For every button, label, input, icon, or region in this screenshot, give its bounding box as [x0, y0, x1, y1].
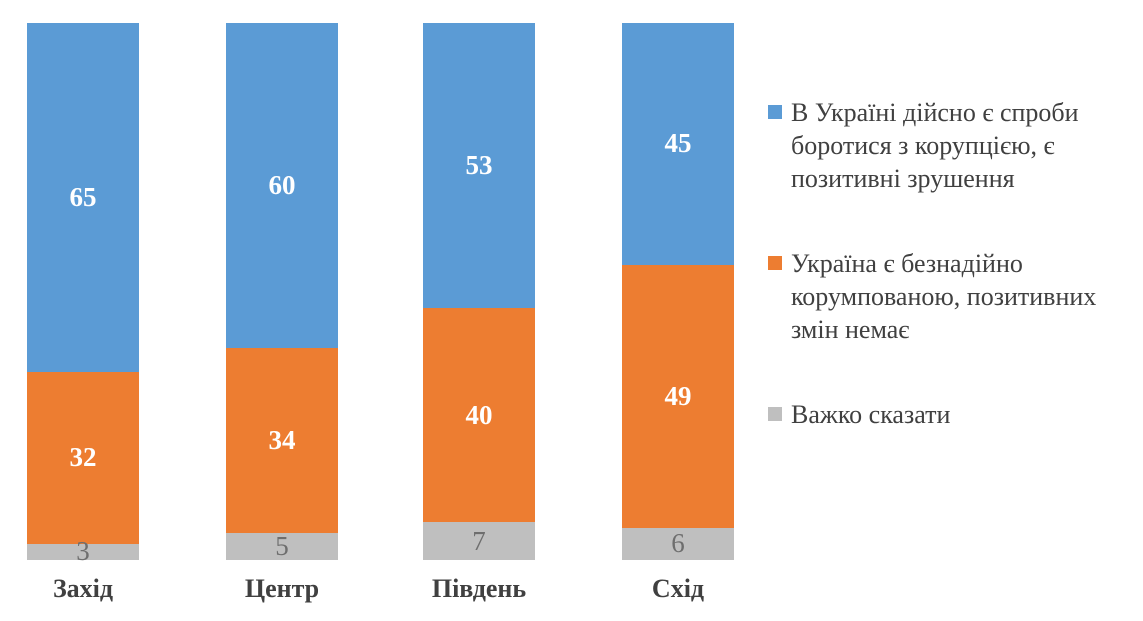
legend-item-0: В Україні дійсно є спроби боротися з кор… [768, 96, 1138, 195]
segment-value-label: 6 [671, 528, 685, 559]
segment-value-label: 53 [465, 149, 493, 180]
legend-item-1: Україна є безнадійно корумпованою, позит… [768, 247, 1138, 346]
bar-segment-0-2: 53 [423, 23, 535, 308]
bar-segment-2-0: 3 [27, 538, 139, 565]
legend-item-2: Важко сказати [768, 398, 1138, 431]
bar-segment-2-2: 7 [423, 522, 535, 560]
category-label-2: Південь [431, 574, 527, 603]
segment-value-label: 5 [275, 530, 289, 561]
segment-value-label: 45 [664, 128, 692, 159]
segment-value-label: 40 [465, 399, 493, 430]
bar-segment-0-1: 60 [226, 23, 338, 349]
legend-label: Україна є безнадійно корумпованою, позит… [791, 249, 1097, 345]
bar-segment-0-3: 45 [622, 23, 734, 265]
segment-value-label: 32 [69, 442, 97, 473]
bar-segment-0-0: 65 [27, 23, 139, 373]
legend-swatch-icon [768, 407, 782, 422]
bar-1: 60 34 5 [226, 23, 338, 560]
category-label-1: Центр [244, 574, 320, 603]
segment-value-label: 34 [268, 425, 296, 456]
bar-0: 65 32 3 [27, 23, 139, 565]
segment-value-label: 65 [69, 182, 97, 213]
plot-area: 65 32 3 Захід 60 34 5 Центр 53 40 7 Південь 45 49 6 Схі… [27, 23, 734, 603]
bar-3: 45 49 6 [622, 23, 734, 560]
category-label-3: Схід [651, 574, 705, 603]
legend-swatch-icon [768, 105, 782, 119]
bar-segment-2-1: 5 [226, 530, 338, 561]
legend-label: Важко сказати [791, 400, 951, 430]
bar-segment-1-3: 49 [622, 264, 734, 528]
segment-value-label: 3 [76, 536, 90, 567]
segment-value-label: 49 [664, 380, 692, 411]
segment-value-label: 60 [268, 170, 296, 201]
category-label-0: Захід [52, 574, 114, 603]
chart-legend: В Україні дійсно є спроби боротися з кор… [768, 96, 1138, 431]
bar-2: 53 40 7 [423, 23, 535, 560]
legend-swatch-icon [768, 256, 782, 271]
bar-segment-1-2: 40 [423, 307, 535, 523]
segment-value-label: 7 [472, 525, 486, 556]
legend-label: В Україні дійсно є спроби боротися з кор… [791, 98, 1079, 194]
bar-segment-1-0: 32 [27, 372, 139, 544]
bar-segment-1-1: 34 [226, 348, 338, 533]
bar-segment-2-3: 6 [622, 527, 734, 560]
